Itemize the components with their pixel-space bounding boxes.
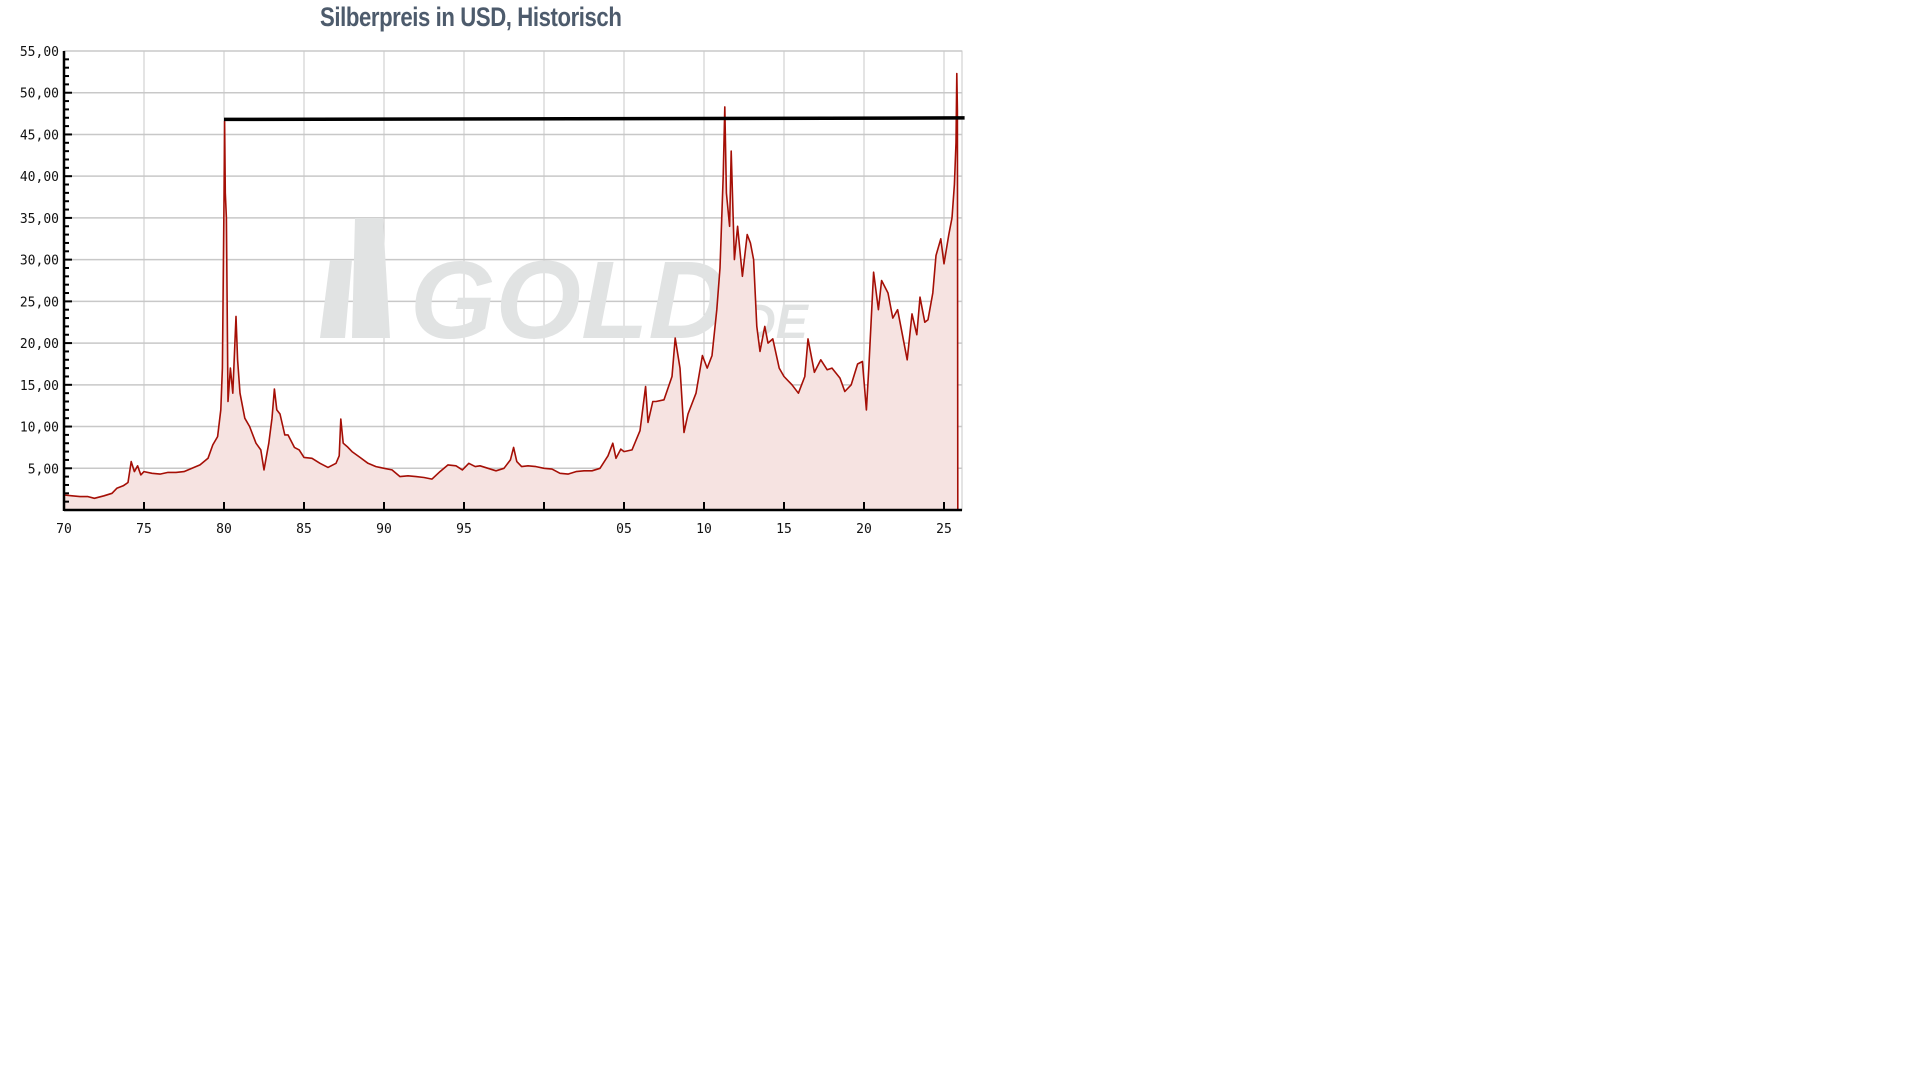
y-tick-label: 45,00: [20, 128, 59, 143]
x-tick-label: 85: [296, 522, 312, 537]
reference-line-high: [223, 116, 965, 122]
x-tick-label: 70: [56, 522, 72, 537]
x-tick-label: 90: [376, 522, 392, 537]
price-area-fill: [64, 73, 958, 510]
x-tick-label: 15: [776, 522, 792, 537]
y-tick-label: 15,00: [20, 379, 59, 394]
y-tick-label: 55,00: [20, 45, 59, 60]
axes: [62, 51, 962, 512]
x-tick-label: 95: [456, 522, 472, 537]
price-series-line: [63, 72, 959, 511]
x-tick-label: 25: [936, 522, 952, 537]
x-tick-label: 75: [136, 522, 152, 537]
y-tick-label: 35,00: [20, 212, 59, 227]
y-tick-label: 40,00: [20, 170, 59, 185]
y-tick-label: 25,00: [20, 295, 59, 310]
y-tick-label: 5,00: [28, 462, 59, 477]
x-tick-label: 05: [616, 522, 632, 537]
tick-labels: 70 75 80 85 90 95 05 10 15 20 25 5,00 10,00 15,00 20,0…: [20, 45, 952, 537]
x-tick-label: 10: [696, 522, 712, 537]
y-tick-label: 30,00: [20, 254, 59, 269]
x-tick-label: 20: [856, 522, 872, 537]
y-tick-label: 50,00: [20, 87, 59, 102]
y-tick-label: 10,00: [20, 421, 59, 436]
x-tick-label: 80: [216, 522, 232, 537]
chart-title: Silberpreis in USD, Historisch: [320, 2, 622, 32]
y-tick-label: 20,00: [20, 337, 59, 352]
